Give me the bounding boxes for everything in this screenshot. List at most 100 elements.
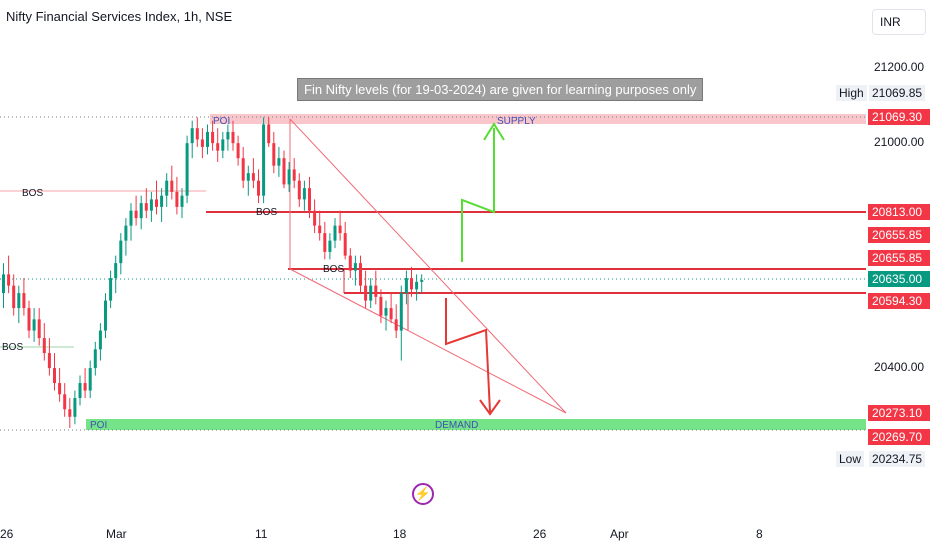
candle-body bbox=[53, 368, 56, 384]
candle-body bbox=[323, 233, 327, 252]
candle-body bbox=[221, 139, 225, 151]
candle-body bbox=[12, 285, 16, 309]
low-value: 20234.75 bbox=[869, 451, 926, 467]
x-tick-8: 8 bbox=[756, 527, 763, 541]
candle-body bbox=[333, 225, 337, 241]
x-tick-26-feb: 26 bbox=[0, 527, 14, 541]
high-label: High bbox=[836, 85, 867, 101]
candle-body bbox=[364, 285, 368, 301]
price-box-20273: 20273.10 bbox=[868, 405, 930, 421]
bullish-path bbox=[461, 128, 495, 262]
price-box-20813: 20813.00 bbox=[868, 204, 930, 220]
candle-body bbox=[170, 180, 174, 192]
candle-body bbox=[302, 188, 306, 200]
candle-body bbox=[160, 195, 164, 207]
candle-body bbox=[37, 319, 41, 339]
candle-body bbox=[104, 300, 107, 331]
candle-body bbox=[246, 173, 250, 181]
candle-body bbox=[389, 308, 393, 320]
price-box-20655-a: 20655.85 bbox=[868, 227, 930, 243]
candle-body bbox=[63, 394, 67, 410]
price-box-current: 20635.00 bbox=[868, 271, 930, 287]
candle-body bbox=[22, 293, 26, 309]
bearish-path bbox=[445, 298, 491, 413]
candle-body bbox=[149, 199, 153, 211]
bos-label-2: BOS bbox=[2, 342, 23, 353]
candle-body bbox=[410, 278, 413, 290]
disclaimer-banner: Fin Nifty levels (for 19-03-2024) are gi… bbox=[297, 78, 704, 101]
candle-body bbox=[241, 158, 245, 181]
bos-label-1: BOS bbox=[22, 188, 43, 199]
candle-body bbox=[267, 124, 271, 144]
candle-body bbox=[318, 225, 322, 234]
candle-body bbox=[277, 158, 281, 166]
candle-body bbox=[7, 274, 11, 286]
candles-group bbox=[2, 117, 424, 429]
candle-body bbox=[338, 225, 342, 234]
chart-title: Nifty Financial Services Index, 1h, NSE bbox=[6, 9, 233, 24]
candle-body bbox=[190, 128, 194, 144]
demand-label: DEMAND bbox=[435, 420, 478, 431]
candle-body bbox=[287, 169, 291, 185]
x-tick-mar: Mar bbox=[106, 527, 127, 541]
y-tick-20400: 20400.00 bbox=[874, 360, 924, 374]
y-tick-21200: 21200.00 bbox=[874, 60, 924, 74]
wedge-lower-line bbox=[289, 268, 567, 414]
bearish-arrowhead bbox=[479, 399, 501, 416]
candle-body bbox=[2, 274, 5, 294]
candle-body bbox=[231, 131, 235, 144]
bos-label-3: BOS bbox=[256, 207, 277, 218]
candle-body bbox=[155, 199, 158, 207]
price-box-20594: 20594.30 bbox=[868, 293, 930, 309]
candle-body bbox=[98, 330, 102, 350]
candle-body bbox=[175, 191, 179, 207]
candle-body bbox=[348, 255, 352, 271]
candle-body bbox=[114, 263, 118, 279]
candle-body bbox=[58, 383, 62, 395]
candle-body bbox=[374, 285, 378, 297]
candle-body bbox=[47, 353, 51, 369]
candle-body bbox=[236, 143, 240, 159]
demand-zone bbox=[86, 419, 866, 430]
candle-body bbox=[359, 263, 362, 286]
bos-label-4: BOS bbox=[323, 264, 344, 275]
candle-body bbox=[216, 143, 220, 151]
candle-body bbox=[73, 398, 77, 417]
candle-body bbox=[27, 308, 31, 331]
candle-body bbox=[262, 124, 266, 196]
currency-selector[interactable]: INR bbox=[872, 9, 926, 35]
candle-body bbox=[343, 233, 347, 256]
bullish-arrowhead bbox=[483, 122, 505, 141]
supply-label: SUPPLY bbox=[497, 116, 536, 127]
high-value: 21069.85 bbox=[869, 85, 926, 101]
candle-body bbox=[83, 383, 87, 391]
candle-body bbox=[369, 285, 373, 301]
candle-body bbox=[165, 180, 169, 196]
candle-body bbox=[308, 188, 311, 211]
price-box-21069: 21069.30 bbox=[868, 109, 930, 125]
wedge-upper-line bbox=[289, 118, 567, 414]
candle-body bbox=[139, 203, 143, 219]
candle-body bbox=[415, 281, 419, 290]
candle-body bbox=[78, 383, 82, 399]
candle-body bbox=[200, 139, 204, 147]
candle-body bbox=[292, 169, 296, 181]
candle-body bbox=[42, 338, 46, 354]
candle-body bbox=[144, 203, 148, 211]
x-tick-26-mar: 26 bbox=[533, 527, 547, 541]
supply-zone bbox=[210, 114, 866, 124]
x-tick-apr: Apr bbox=[610, 527, 629, 541]
candle-body bbox=[251, 173, 255, 181]
candle-body bbox=[206, 131, 209, 147]
candle-body bbox=[195, 128, 199, 140]
candle-body bbox=[384, 308, 388, 316]
candle-body bbox=[272, 143, 276, 166]
candle-body bbox=[88, 368, 92, 391]
candle-body bbox=[109, 278, 113, 301]
lightning-icon[interactable]: ⚡ bbox=[412, 483, 434, 505]
candle-body bbox=[134, 210, 138, 219]
candle-body bbox=[68, 409, 72, 417]
price-box-20269: 20269.70 bbox=[868, 429, 930, 445]
candle-body bbox=[297, 180, 301, 200]
